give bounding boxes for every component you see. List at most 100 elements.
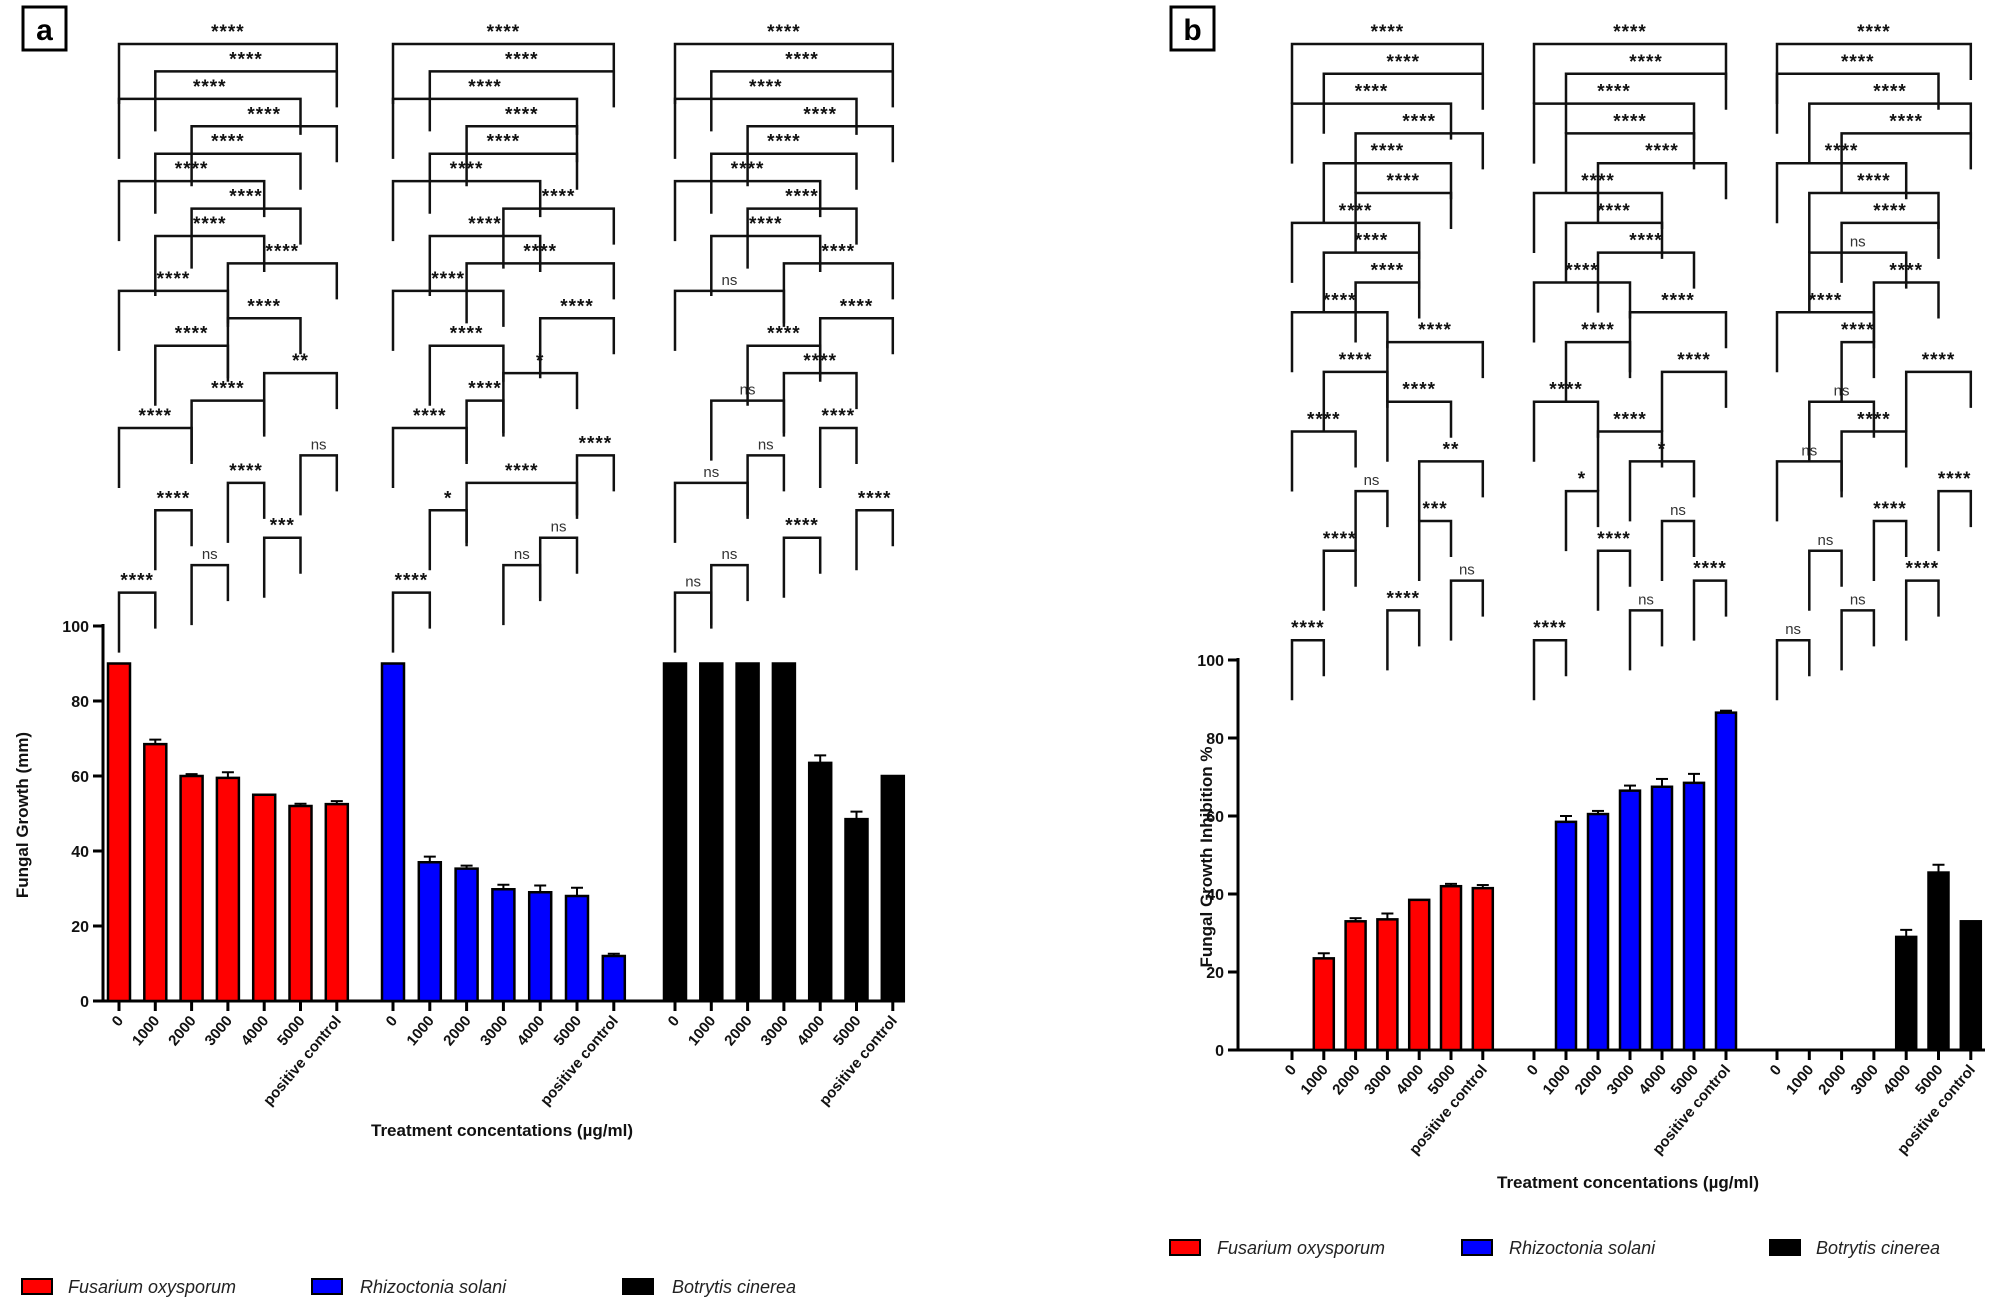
- significance-bracket: ***: [1417, 499, 1453, 581]
- significance-label: ****: [1597, 82, 1631, 103]
- bar: [1407, 898, 1431, 1052]
- significance-label: ****: [822, 406, 856, 427]
- significance-label: ****: [1857, 171, 1891, 192]
- bar: [807, 761, 833, 1003]
- significance-label: ****: [1402, 111, 1436, 132]
- significance-label: ****: [175, 324, 209, 345]
- significance-label: ****: [1873, 82, 1907, 103]
- significance-label: ns: [514, 546, 530, 563]
- significance-label: ****: [211, 379, 245, 400]
- x-tick-label: 3000: [201, 1013, 235, 1049]
- legend-item-fusarium: Fusarium oxysporum: [1169, 1238, 1385, 1258]
- significance-bracket: ****: [1840, 111, 1973, 194]
- significance-bracket: ns: [1775, 621, 1811, 701]
- significance-bracket: ****: [226, 241, 339, 324]
- significance-bracket: ****: [1628, 290, 1728, 373]
- x-tick-label: 5000: [830, 1013, 864, 1049]
- significance-label: ****: [542, 187, 576, 208]
- bar: [1312, 957, 1336, 1052]
- bar: [324, 802, 350, 1003]
- significance-label: ****: [157, 269, 191, 290]
- significance-bracket: ****: [190, 187, 302, 269]
- significance-label: ***: [270, 516, 295, 537]
- significance-label: ****: [1629, 231, 1663, 252]
- significance-bracket: ****: [818, 296, 895, 379]
- x-tick-label: 2000: [1572, 1062, 1606, 1098]
- x-tick-label: 1000: [685, 1013, 719, 1049]
- y-tick-label: 0: [80, 994, 89, 1011]
- significance-label: ns: [703, 464, 719, 481]
- significance-bracket: ****: [1290, 82, 1453, 164]
- significance-bracket: ****: [154, 214, 266, 296]
- bar: [1586, 812, 1610, 1052]
- y-tick-label: 40: [71, 844, 89, 861]
- x-tick-label: 1000: [403, 1013, 437, 1049]
- bar: [735, 662, 760, 1003]
- significance-label: ****: [858, 488, 892, 509]
- significance-bracket: **: [262, 351, 339, 434]
- significance-label: ns: [551, 519, 567, 536]
- legend-swatch: [311, 1278, 343, 1295]
- significance-bracket: ****: [673, 22, 895, 104]
- significance-label: ****: [395, 571, 429, 592]
- significance-bracket: ****: [1692, 559, 1728, 641]
- y-tick-label: 40: [1206, 887, 1224, 904]
- significance-bracket: ns: [1808, 532, 1843, 611]
- significance-label: ****: [1809, 290, 1843, 311]
- significance-bracket: ****: [782, 516, 822, 598]
- x-tick-label: 3000: [1361, 1062, 1395, 1098]
- significance-label: ****: [1371, 260, 1405, 281]
- significance-label: ns: [1364, 472, 1380, 489]
- bar: [491, 888, 516, 1003]
- significance-label: ****: [1873, 201, 1907, 222]
- significance-label: ns: [722, 546, 738, 563]
- significance-bracket: ****: [391, 269, 505, 351]
- significance-bracket: ****: [1808, 171, 1940, 254]
- bar: [771, 662, 797, 1003]
- significance-label: ****: [749, 77, 783, 98]
- significance-label: ****: [1323, 529, 1357, 550]
- panel-b-label-box: b: [1169, 5, 1216, 52]
- significance-label: ****: [785, 187, 819, 208]
- significance-bracket: ****: [154, 132, 302, 214]
- x-tick-label: 2000: [165, 1013, 199, 1049]
- bar: [1927, 871, 1950, 1052]
- bar: [454, 867, 479, 1003]
- bar: [1471, 886, 1495, 1052]
- significance-bracket: ****: [673, 77, 858, 159]
- significance-bracket: ****: [1290, 22, 1485, 104]
- significance-bracket: ns: [190, 546, 230, 626]
- significance-label: ****: [579, 433, 613, 454]
- legend-item-fusarium: Fusarium oxysporum: [21, 1277, 236, 1297]
- significance-bracket: ****: [154, 488, 193, 571]
- significance-label: ****: [450, 324, 484, 345]
- bar: [564, 894, 590, 1003]
- significance-label: ns: [722, 272, 738, 289]
- significance-bracket: ****: [1937, 469, 1973, 552]
- significance-bracket: ****: [391, 22, 616, 104]
- significance-label: ns: [1818, 532, 1834, 549]
- significance-bracket: ****: [502, 187, 616, 269]
- panel-a-x-axis-title: Treatment concentations (µg/ml): [371, 1121, 633, 1140]
- significance-bracket: ****: [1290, 618, 1326, 701]
- bar: [1554, 820, 1578, 1052]
- x-tick-label: 4000: [238, 1013, 272, 1049]
- significance-bracket: ns: [673, 574, 713, 653]
- significance-label: ns: [1459, 562, 1475, 579]
- significance-label: ****: [1661, 290, 1695, 311]
- y-tick-label: 100: [1197, 653, 1224, 670]
- significance-label: ****: [211, 132, 245, 153]
- significance-label: ****: [1355, 231, 1389, 252]
- significance-label: ****: [1597, 529, 1631, 550]
- significance-label: ****: [468, 214, 502, 235]
- legend-item-rhizoctonia: Rhizoctonia solani: [1461, 1238, 1656, 1258]
- significance-label: ****: [1906, 559, 1940, 580]
- bar: [215, 776, 241, 1003]
- x-tick-label: 0: [1282, 1062, 1300, 1079]
- x-tick-label: 3000: [1604, 1062, 1638, 1098]
- significance-label: ****: [247, 296, 281, 317]
- significance-bracket: ****: [1872, 499, 1908, 581]
- significance-bracket: ns: [1449, 562, 1485, 641]
- bar: [1959, 920, 1983, 1052]
- significance-bracket: ****: [226, 461, 266, 543]
